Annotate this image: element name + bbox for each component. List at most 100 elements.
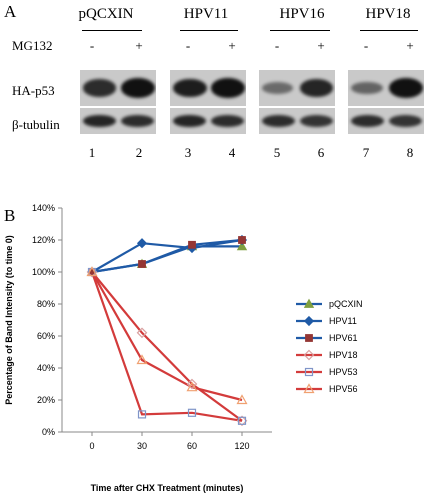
blot-strip-ha-p53-pqcxin bbox=[80, 70, 156, 106]
blot-strip-tubulin-hpv11 bbox=[170, 108, 246, 134]
data-point-hpv56 bbox=[136, 354, 148, 365]
series-line-hpv18 bbox=[91, 271, 243, 422]
x-tick-label: 120 bbox=[234, 441, 249, 451]
legend-label-hpv61: HPV61 bbox=[329, 333, 358, 343]
y-tick-label: 60% bbox=[37, 331, 55, 341]
x-tick-label: 0 bbox=[89, 441, 94, 451]
band-ha-p53-lane-8 bbox=[389, 78, 423, 98]
lane-number-7: 7 bbox=[362, 145, 370, 160]
lane-number-3: 3 bbox=[184, 145, 192, 160]
lane-number-2: 2 bbox=[135, 145, 143, 160]
y-tick-label: 120% bbox=[32, 235, 55, 245]
group-name-hpv16: HPV16 bbox=[279, 6, 325, 22]
data-point-hpv61 bbox=[188, 240, 196, 249]
lane-1-minus: - bbox=[89, 38, 95, 53]
band-ha-p53-lane-6 bbox=[300, 79, 334, 97]
lane-number-5: 5 bbox=[273, 145, 281, 160]
lane-number-6: 6 bbox=[317, 145, 325, 160]
series-line-hpv56 bbox=[91, 271, 243, 402]
panel-a-letter: A bbox=[4, 2, 17, 21]
lane-number-1: 1 bbox=[88, 145, 96, 160]
band-ha-p53-lane-5 bbox=[262, 82, 294, 94]
y-tick-label: 20% bbox=[37, 395, 55, 405]
legend-label-hpv53: HPV53 bbox=[329, 367, 358, 377]
blot-strip-ha-p53-hpv18 bbox=[348, 70, 424, 106]
y-axis-label: Percentage of Band Intensity (to time 0) bbox=[4, 235, 14, 405]
x-tick-label: 60 bbox=[187, 441, 197, 451]
lane-6-plus: + bbox=[317, 38, 325, 53]
group-rule-hpv18 bbox=[360, 30, 418, 31]
blot-strip-tubulin-hpv16 bbox=[259, 108, 335, 134]
band-tubulin-lane-2 bbox=[121, 114, 155, 128]
blot-strip-ha-p53-hpv16 bbox=[259, 70, 335, 106]
y-tick-label: 100% bbox=[32, 267, 55, 277]
data-point-hpv11 bbox=[136, 238, 148, 249]
legend-marker-hpv61 bbox=[305, 334, 313, 342]
lane-4-plus: + bbox=[228, 38, 236, 53]
data-point-hpv53 bbox=[137, 410, 147, 419]
data-point-hpv56 bbox=[236, 394, 248, 405]
band-ha-p53-lane-3 bbox=[173, 78, 207, 98]
band-tubulin-lane-7 bbox=[351, 114, 385, 128]
x-tick-label: 30 bbox=[137, 441, 147, 451]
data-point-pqcxin bbox=[236, 241, 248, 251]
data-point-hpv18 bbox=[186, 378, 198, 390]
x-axis-label: Time after CHX Treatment (minutes) bbox=[91, 483, 244, 493]
legend-marker-hpv53 bbox=[304, 367, 314, 377]
legend-label-hpv11: HPV11 bbox=[329, 316, 357, 326]
band-ha-p53-lane-7 bbox=[351, 81, 383, 95]
band-tubulin-lane-6 bbox=[300, 115, 333, 127]
mg132-label: MG132 bbox=[12, 38, 53, 53]
lane-3-minus: - bbox=[185, 38, 191, 53]
legend-marker-hpv56 bbox=[303, 383, 315, 394]
row-label-ha-p53: HA-p53 bbox=[12, 83, 55, 98]
y-tick-label: 40% bbox=[37, 363, 55, 373]
legend-label-pqcxin: pQCXIN bbox=[329, 299, 363, 309]
data-point-hpv53 bbox=[237, 416, 247, 425]
band-tubulin-lane-5 bbox=[262, 114, 296, 128]
lane-2-plus: + bbox=[135, 38, 143, 53]
blot-strip-tubulin-pqcxin bbox=[80, 108, 156, 134]
legend-marker-pqcxin bbox=[303, 298, 315, 308]
data-point-hpv56 bbox=[86, 266, 98, 277]
lane-number-4: 4 bbox=[228, 145, 236, 160]
data-point-hpv18 bbox=[136, 327, 148, 339]
lane-number-8: 8 bbox=[406, 145, 414, 160]
band-ha-p53-lane-4 bbox=[211, 78, 245, 98]
data-point-hpv61 bbox=[138, 260, 146, 268]
legend-label-hpv18: HPV18 bbox=[329, 350, 358, 360]
legend-marker-hpv11 bbox=[303, 315, 315, 327]
panel-a-western-blot: A pQCXIN HPV11 HPV16 HPV18 MG132 - + - +… bbox=[0, 0, 430, 190]
panel-b-letter: B bbox=[4, 206, 16, 225]
row-label-beta-tubulin: β-tubulin bbox=[12, 117, 60, 132]
line-chart: 0% 20% 40% 60% 80% 100% 120% 140% 0 30 60 120 pQCXI… bbox=[4, 203, 363, 493]
blot-strip-tubulin-hpv18 bbox=[348, 108, 424, 134]
data-point-hpv61 bbox=[238, 236, 246, 244]
group-rule-pqcxin bbox=[82, 30, 142, 31]
series-line-hpv53 bbox=[90, 271, 243, 422]
y-tick-label: 80% bbox=[37, 299, 55, 309]
band-tubulin-lane-1 bbox=[83, 114, 117, 128]
group-name-pqcxin: pQCXIN bbox=[78, 6, 134, 22]
group-name-hpv18: HPV18 bbox=[365, 6, 411, 22]
data-point-hpv53 bbox=[187, 408, 197, 417]
band-ha-p53-lane-2 bbox=[121, 78, 155, 98]
band-ha-p53-lane-1 bbox=[83, 79, 117, 97]
band-tubulin-lane-3 bbox=[173, 114, 207, 128]
y-tick-label: 0% bbox=[42, 427, 55, 437]
series-line-hpv11 bbox=[91, 238, 243, 273]
group-name-hpv11: HPV11 bbox=[183, 6, 229, 22]
band-tubulin-lane-8 bbox=[389, 115, 422, 127]
blot-strip-ha-p53-hpv11 bbox=[170, 70, 246, 106]
group-rule-hpv16 bbox=[270, 30, 330, 31]
legend-label-hpv56: HPV56 bbox=[329, 384, 358, 394]
data-point-hpv56 bbox=[186, 381, 198, 392]
group-rule-hpv11 bbox=[180, 30, 238, 31]
y-tick-label: 140% bbox=[32, 203, 55, 213]
band-tubulin-lane-4 bbox=[211, 114, 245, 128]
lane-5-minus: - bbox=[274, 38, 280, 53]
lane-8-plus: + bbox=[406, 38, 414, 53]
legend-marker-hpv18 bbox=[303, 349, 315, 361]
series-line-hpv61 bbox=[91, 238, 243, 274]
lane-7-minus: - bbox=[363, 38, 369, 53]
